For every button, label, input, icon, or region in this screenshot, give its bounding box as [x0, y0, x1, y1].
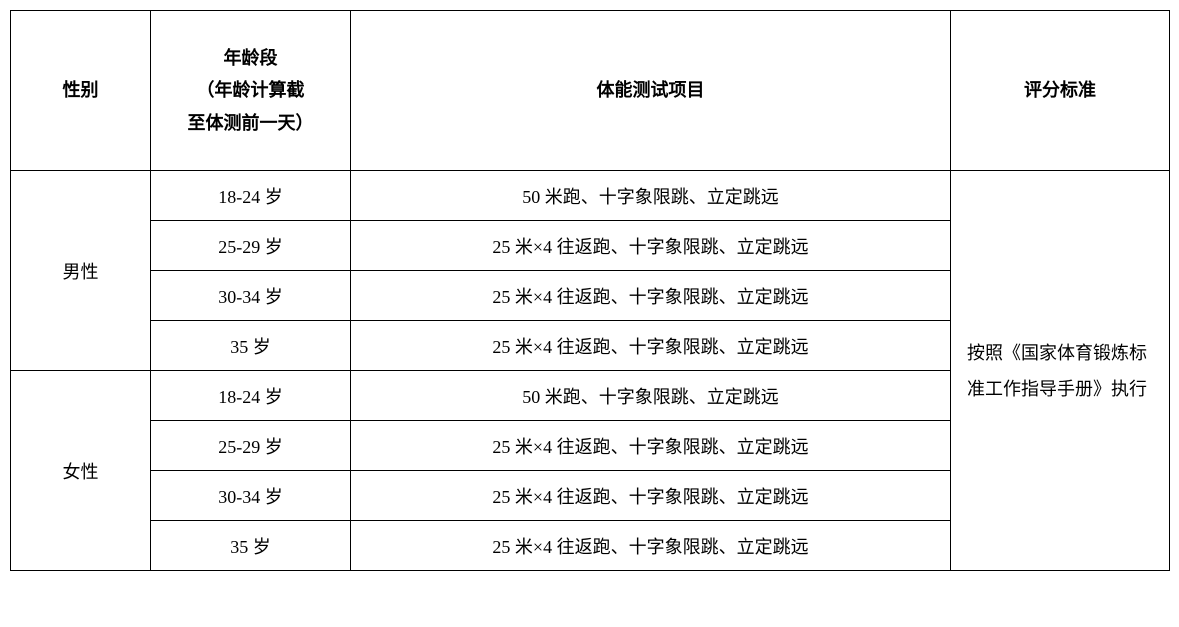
header-age: 年龄段 （年龄计算截 至体测前一天）: [151, 11, 351, 171]
standard-cell: 按照《国家体育锻炼标准工作指导手册》执行: [951, 171, 1170, 571]
age-cell: 35 岁: [151, 521, 351, 571]
table-row: 男性 18-24 岁 50 米跑、十字象限跳、立定跳远 按照《国家体育锻炼标准工…: [11, 171, 1170, 221]
header-gender: 性别: [11, 11, 151, 171]
gender-male-cell: 男性: [11, 171, 151, 371]
age-cell: 30-34 岁: [151, 271, 351, 321]
header-standard: 评分标准: [951, 11, 1170, 171]
age-cell: 30-34 岁: [151, 471, 351, 521]
test-cell: 50 米跑、十字象限跳、立定跳远: [351, 371, 951, 421]
age-cell: 18-24 岁: [151, 371, 351, 421]
age-cell: 18-24 岁: [151, 171, 351, 221]
test-cell: 25 米×4 往返跑、十字象限跳、立定跳远: [351, 471, 951, 521]
age-cell: 35 岁: [151, 321, 351, 371]
test-cell: 25 米×4 往返跑、十字象限跳、立定跳远: [351, 421, 951, 471]
table-header-row: 性别 年龄段 （年龄计算截 至体测前一天） 体能测试项目 评分标准: [11, 11, 1170, 171]
gender-female-cell: 女性: [11, 371, 151, 571]
test-cell: 25 米×4 往返跑、十字象限跳、立定跳远: [351, 521, 951, 571]
age-cell: 25-29 岁: [151, 221, 351, 271]
test-cell: 25 米×4 往返跑、十字象限跳、立定跳远: [351, 221, 951, 271]
fitness-test-table: 性别 年龄段 （年龄计算截 至体测前一天） 体能测试项目 评分标准 男性 18-…: [10, 10, 1170, 571]
test-cell: 25 米×4 往返跑、十字象限跳、立定跳远: [351, 321, 951, 371]
header-test: 体能测试项目: [351, 11, 951, 171]
test-cell: 25 米×4 往返跑、十字象限跳、立定跳远: [351, 271, 951, 321]
test-cell: 50 米跑、十字象限跳、立定跳远: [351, 171, 951, 221]
age-cell: 25-29 岁: [151, 421, 351, 471]
